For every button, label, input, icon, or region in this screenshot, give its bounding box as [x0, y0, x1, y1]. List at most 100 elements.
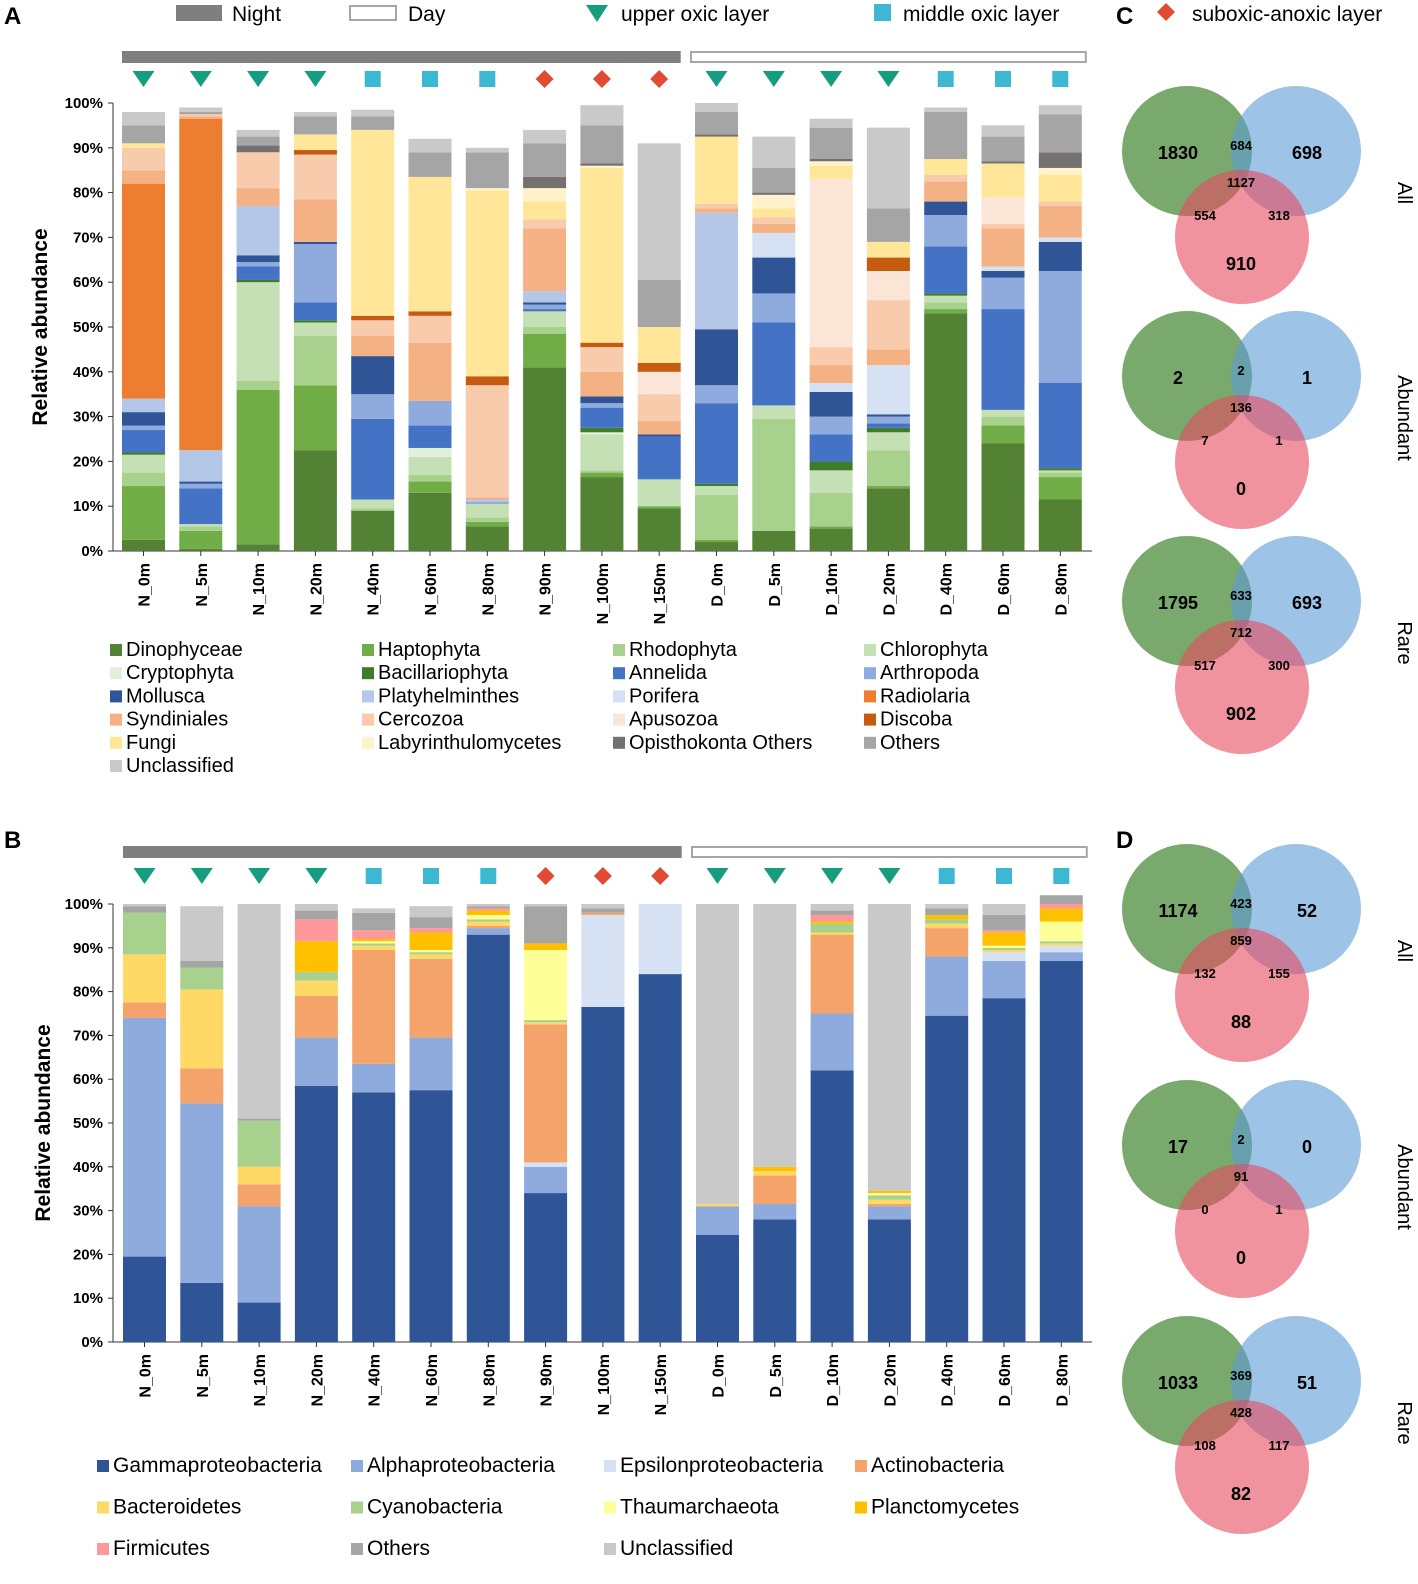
legend-swatch	[362, 667, 374, 680]
bar-segment-mollusca	[981, 271, 1025, 278]
y-tick-label: 100%	[65, 896, 103, 913]
suboxic-anoxic-marker	[592, 70, 611, 88]
bar-segment-unclassified	[180, 906, 224, 961]
bar-segment-gammaproteobacteria	[1039, 960, 1083, 1342]
venn-count-night-suboxic: 7	[1201, 433, 1208, 448]
bar-segment-others	[408, 152, 452, 177]
bar-segment-opisthokonta-others	[752, 192, 796, 195]
bar-segment-others	[523, 143, 567, 177]
x-tick-label: D_5m	[768, 1354, 785, 1398]
x-tick-label: N_90m	[538, 563, 555, 615]
night-legend-swatch	[176, 5, 222, 21]
bar-segment-mollusca	[924, 201, 968, 215]
bar-segment-annelida	[580, 407, 624, 428]
bar-segment-arthropoda	[122, 425, 165, 431]
bar-segment-fungi	[465, 190, 509, 377]
x-tick-label: N_90m	[539, 1354, 556, 1406]
bar-segment-platyhelminthes	[695, 212, 738, 330]
bar-segment-syndiniales	[637, 421, 681, 435]
bar-segment-rhodophyta	[408, 474, 452, 482]
venn-count-all: 859	[1230, 933, 1252, 948]
bar-segment-cyanobacteria	[982, 947, 1026, 950]
bar-segment-syndiniales	[924, 181, 968, 202]
bar-segment-unclassified	[696, 904, 739, 1205]
bar-segment-cryptophyta	[580, 432, 624, 435]
bar-segment-fungi	[752, 208, 796, 218]
bar-segment-firmicutes	[352, 930, 396, 940]
bar-segment-labyrinthulomycetes	[809, 161, 853, 166]
y-tick-label: 40%	[73, 364, 103, 381]
venn-count-only-night: 1830	[1158, 143, 1198, 163]
bar-segment-haptophyta	[1038, 477, 1082, 500]
bar-segment-cyanobacteria	[409, 952, 453, 955]
legend-label: Unclassified	[126, 755, 234, 777]
bar-segment-dinophyceae	[752, 530, 796, 551]
bar-segment-cercozoa	[351, 320, 395, 336]
legend-swatch	[864, 713, 876, 726]
bar-segment-rhodophyta	[695, 495, 738, 540]
legend-label: Arthropoda	[880, 662, 980, 684]
day-period-bar	[691, 846, 1088, 858]
x-tick-label: N_60m	[423, 563, 440, 615]
legend-label: Opisthokonta Others	[629, 732, 812, 754]
bar-segment-actinobacteria	[810, 934, 854, 1014]
bar-segment-epsilonproteobacteria	[1039, 945, 1083, 953]
bar-segment-annelida	[981, 309, 1025, 410]
bar-segment-syndiniales	[523, 228, 567, 292]
bar-segment-haptophyta	[236, 389, 280, 545]
bar-segment-opisthokonta-others	[236, 145, 280, 153]
bar-segment-cercozoa	[523, 219, 567, 229]
bar-segment-cyanobacteria	[810, 923, 854, 933]
bar-segment-rhodophyta	[924, 302, 968, 310]
upper-oxic-marker	[820, 71, 843, 87]
bar-segment-dinophyceae	[351, 510, 395, 551]
legend-label: Bacteroidetes	[113, 1496, 241, 1519]
legend-label: Cercozoa	[378, 709, 464, 731]
bar-segment-alphaproteobacteria	[409, 1037, 453, 1091]
bar-segment-others	[1038, 114, 1082, 153]
upper-oxic-legend-label: upper oxic layer	[621, 3, 769, 26]
venn-count-night-day: 2	[1237, 1132, 1244, 1147]
bar-segment-annelida	[637, 436, 681, 480]
bar-segment-actinobacteria	[237, 1184, 281, 1207]
bar-segment-platyhelminthes	[122, 398, 165, 413]
venn-set-label: Rare	[1393, 621, 1415, 664]
bar-segment-unclassified	[1038, 105, 1082, 115]
legend-label: Firmicutes	[113, 1537, 210, 1560]
legend-swatch	[864, 644, 876, 656]
upper-oxic-marker	[190, 868, 213, 884]
bar-segment-rhodophyta	[866, 450, 910, 487]
y-tick-label: 80%	[73, 185, 103, 202]
legend-swatch	[864, 690, 876, 703]
bar-segment-cercozoa	[752, 217, 796, 224]
bar-segment-dinophyceae	[981, 443, 1025, 551]
bar-segment-haptophyta	[809, 526, 853, 529]
bar-segment-platyhelminthes	[236, 206, 280, 256]
bar-segment-syndiniales	[1038, 206, 1082, 238]
venn-count-only-suboxic: 902	[1226, 704, 1256, 724]
bar-segment-gammaproteobacteria	[409, 1090, 453, 1342]
suboxic-anoxic-marker	[535, 70, 554, 88]
x-tick-label: D_10m	[824, 563, 841, 615]
legend-label: Porifera	[629, 685, 700, 707]
bar-segment-platyhelminthes	[523, 291, 567, 303]
bar-segment-haptophyta	[293, 385, 337, 451]
bar-segment-dinophyceae	[809, 528, 853, 551]
bar-segment-arthropoda	[580, 403, 624, 408]
panel-a-stacked-bar-chart: Relative abundance 0% 10% 20% 30% 40% 50% 60% 70…	[29, 51, 1092, 777]
bar-segment-cyanobacteria	[294, 971, 338, 981]
bar-segment-bacteroidetes	[123, 954, 166, 1003]
bar-segment-discoba	[293, 150, 337, 155]
bar-segment-unclassified	[866, 127, 910, 209]
bar-segment-planctomycetes	[925, 914, 969, 920]
bar-segment-others	[179, 111, 223, 115]
bar-segment-mollusca	[580, 396, 624, 404]
bar-segment-cyanobacteria	[524, 1020, 568, 1023]
venn-count-all: 91	[1234, 1169, 1248, 1184]
bar-segment-unclassified	[752, 136, 796, 168]
bar-segment-fungi	[981, 163, 1025, 198]
legend-swatch	[362, 713, 374, 726]
y-tick-label: 60%	[73, 1071, 103, 1088]
x-tick-label: D_60m	[996, 563, 1013, 615]
